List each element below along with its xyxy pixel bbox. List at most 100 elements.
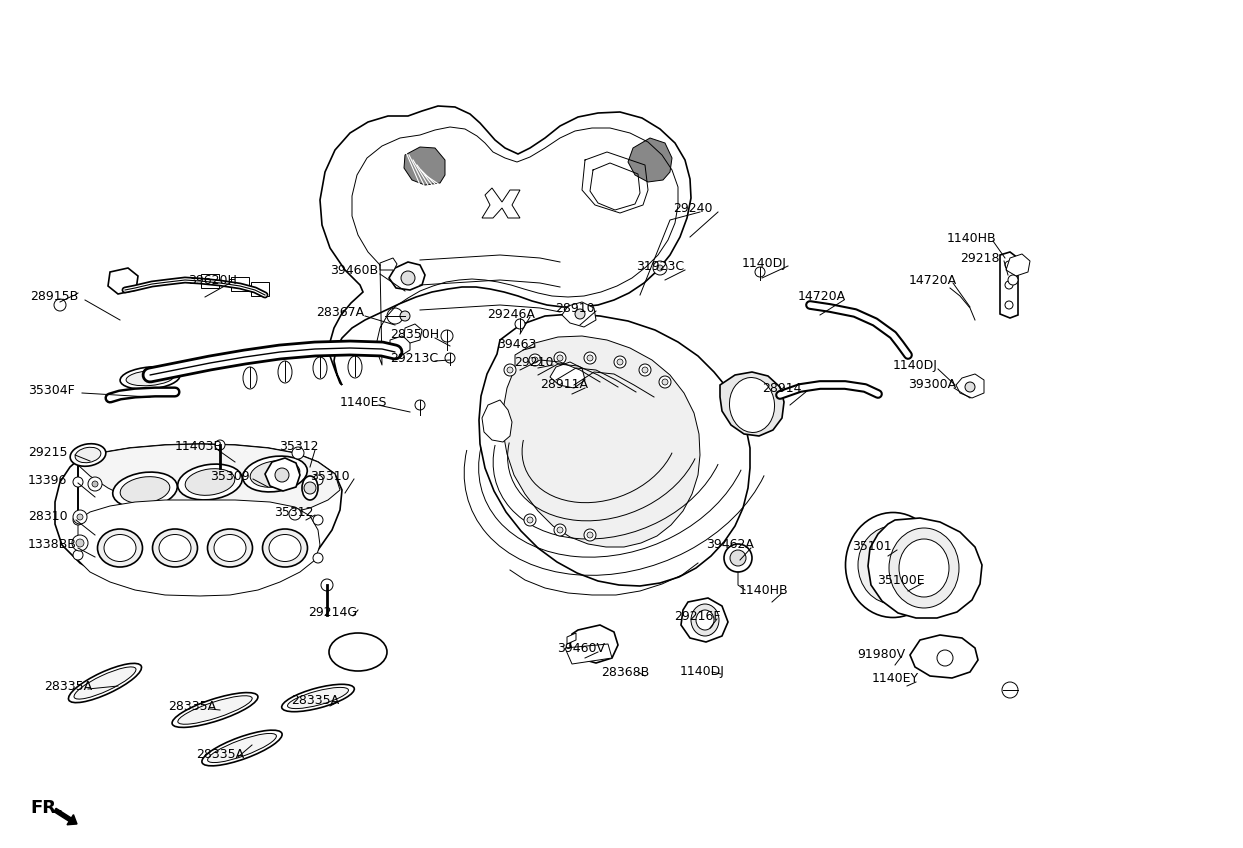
Circle shape xyxy=(1008,275,1018,285)
Circle shape xyxy=(755,267,764,277)
Ellipse shape xyxy=(268,534,301,561)
Text: 14720A: 14720A xyxy=(909,274,957,287)
Ellipse shape xyxy=(348,356,362,378)
Text: 28350H: 28350H xyxy=(390,328,439,342)
Ellipse shape xyxy=(845,512,941,617)
Text: 29246A: 29246A xyxy=(487,308,534,321)
Circle shape xyxy=(584,529,595,541)
Text: 1140DJ: 1140DJ xyxy=(742,256,787,270)
Circle shape xyxy=(72,535,88,551)
Text: 28335A: 28335A xyxy=(168,700,216,712)
Ellipse shape xyxy=(178,695,252,724)
Polygon shape xyxy=(404,324,423,343)
Text: 91980V: 91980V xyxy=(856,648,905,661)
Circle shape xyxy=(215,440,225,450)
Text: 28310: 28310 xyxy=(29,510,67,523)
Circle shape xyxy=(275,468,290,482)
Text: 39300A: 39300A xyxy=(907,378,956,392)
Text: 28914: 28914 xyxy=(762,382,802,394)
Text: 28368B: 28368B xyxy=(602,667,649,679)
Circle shape xyxy=(88,477,102,491)
Polygon shape xyxy=(566,644,612,664)
Circle shape xyxy=(525,514,536,526)
Circle shape xyxy=(92,481,98,487)
Ellipse shape xyxy=(858,526,929,604)
Text: 28915B: 28915B xyxy=(30,291,78,304)
Ellipse shape xyxy=(201,730,282,766)
Text: 1338BB: 1338BB xyxy=(29,538,77,551)
Ellipse shape xyxy=(287,688,348,709)
Polygon shape xyxy=(380,258,397,270)
Ellipse shape xyxy=(104,534,135,561)
Polygon shape xyxy=(549,362,585,388)
Text: 35101: 35101 xyxy=(851,540,891,554)
Text: 35312: 35312 xyxy=(278,440,318,454)
Ellipse shape xyxy=(278,361,292,383)
Text: 28910: 28910 xyxy=(556,302,594,315)
Polygon shape xyxy=(868,518,982,618)
Polygon shape xyxy=(390,336,410,355)
Ellipse shape xyxy=(126,371,174,386)
Text: 29216F: 29216F xyxy=(674,610,721,622)
Ellipse shape xyxy=(329,633,387,671)
Circle shape xyxy=(530,354,541,366)
Circle shape xyxy=(76,539,85,547)
Polygon shape xyxy=(479,314,750,586)
Circle shape xyxy=(321,579,333,591)
Polygon shape xyxy=(78,444,341,517)
Polygon shape xyxy=(482,188,520,218)
Circle shape xyxy=(77,514,83,520)
Circle shape xyxy=(401,271,415,285)
Text: 35304F: 35304F xyxy=(29,383,75,397)
Circle shape xyxy=(1006,281,1013,289)
Circle shape xyxy=(653,261,667,275)
Text: 1140DJ: 1140DJ xyxy=(892,360,938,372)
Circle shape xyxy=(313,553,323,563)
Polygon shape xyxy=(1006,254,1030,276)
Text: 35309: 35309 xyxy=(210,470,250,483)
Circle shape xyxy=(305,482,316,494)
Polygon shape xyxy=(956,374,984,398)
Polygon shape xyxy=(628,138,672,182)
Text: 35310: 35310 xyxy=(310,470,349,483)
Text: 14720A: 14720A xyxy=(798,291,846,304)
Circle shape xyxy=(507,367,513,373)
Circle shape xyxy=(663,379,667,385)
Polygon shape xyxy=(567,633,576,644)
Ellipse shape xyxy=(178,464,242,500)
FancyArrow shape xyxy=(53,808,77,825)
Polygon shape xyxy=(910,635,978,678)
Polygon shape xyxy=(681,598,728,642)
Circle shape xyxy=(557,527,563,533)
Circle shape xyxy=(614,356,626,368)
Polygon shape xyxy=(404,147,445,185)
Polygon shape xyxy=(503,336,700,547)
Circle shape xyxy=(554,524,566,536)
Circle shape xyxy=(503,364,516,376)
Circle shape xyxy=(730,550,746,566)
Circle shape xyxy=(937,650,953,666)
Text: 29240: 29240 xyxy=(672,203,712,215)
Text: 39460V: 39460V xyxy=(557,643,605,656)
Circle shape xyxy=(554,352,566,364)
Ellipse shape xyxy=(242,367,257,389)
Circle shape xyxy=(73,477,83,487)
Text: 28911A: 28911A xyxy=(539,378,588,392)
Ellipse shape xyxy=(121,366,180,389)
Circle shape xyxy=(313,475,323,485)
Ellipse shape xyxy=(262,529,307,567)
FancyBboxPatch shape xyxy=(231,277,249,291)
Ellipse shape xyxy=(68,663,142,703)
Circle shape xyxy=(313,515,323,525)
Ellipse shape xyxy=(208,734,276,762)
Polygon shape xyxy=(720,372,784,436)
Ellipse shape xyxy=(889,528,960,608)
Polygon shape xyxy=(482,400,512,442)
Text: 39462A: 39462A xyxy=(706,538,753,551)
Circle shape xyxy=(527,517,533,523)
Ellipse shape xyxy=(208,529,252,567)
Ellipse shape xyxy=(691,604,718,636)
FancyBboxPatch shape xyxy=(251,282,268,296)
Ellipse shape xyxy=(75,447,101,463)
Circle shape xyxy=(576,309,585,319)
